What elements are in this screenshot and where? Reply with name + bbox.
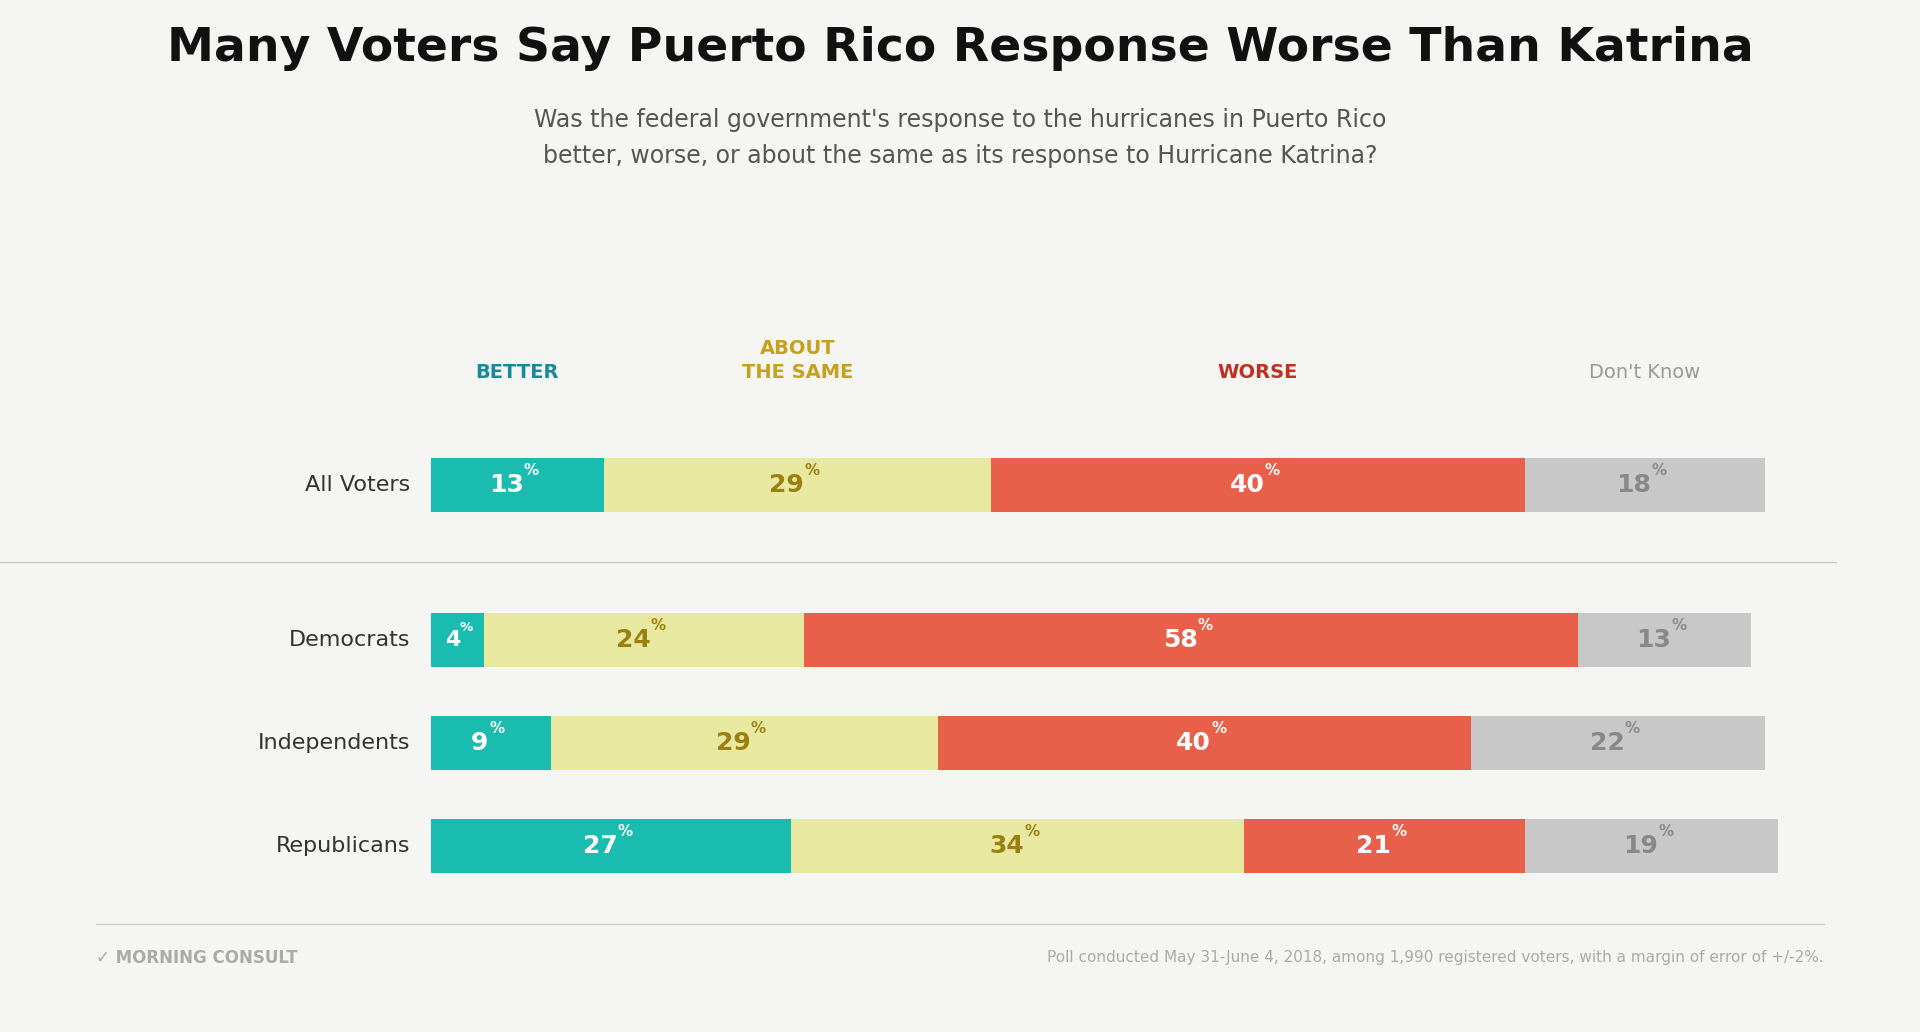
Text: %: % bbox=[804, 463, 820, 478]
Text: %: % bbox=[1023, 825, 1039, 839]
Text: Democrats: Democrats bbox=[290, 630, 411, 650]
Text: 40: 40 bbox=[1229, 473, 1265, 497]
Text: Poll conducted May 31-June 4, 2018, among 1,990 registered voters, with a margin: Poll conducted May 31-June 4, 2018, amon… bbox=[1046, 950, 1824, 965]
Bar bbox=[430, 716, 551, 770]
Bar bbox=[1578, 613, 1751, 667]
Text: 18: 18 bbox=[1617, 473, 1651, 497]
Text: %: % bbox=[490, 721, 505, 736]
Text: ABOUT
THE SAME: ABOUT THE SAME bbox=[741, 340, 852, 382]
Text: %: % bbox=[751, 721, 766, 736]
Text: %: % bbox=[1212, 721, 1227, 736]
Bar bbox=[551, 716, 937, 770]
Text: %: % bbox=[1392, 825, 1405, 839]
Text: 27: 27 bbox=[582, 834, 618, 859]
Text: All Voters: All Voters bbox=[305, 475, 411, 495]
Bar bbox=[1524, 458, 1764, 512]
Text: %: % bbox=[1265, 463, 1279, 478]
Bar bbox=[605, 458, 991, 512]
Text: Republicans: Republicans bbox=[276, 836, 411, 857]
Text: %: % bbox=[1672, 618, 1686, 633]
Text: 29: 29 bbox=[716, 731, 751, 755]
Text: 19: 19 bbox=[1622, 834, 1659, 859]
Bar bbox=[430, 613, 484, 667]
Text: 9: 9 bbox=[470, 731, 488, 755]
Text: WORSE: WORSE bbox=[1217, 363, 1298, 382]
Bar bbox=[430, 819, 791, 873]
Text: Independents: Independents bbox=[257, 733, 411, 753]
Text: 40: 40 bbox=[1177, 731, 1212, 755]
Text: Many Voters Say Puerto Rico Response Worse Than Katrina: Many Voters Say Puerto Rico Response Wor… bbox=[167, 26, 1753, 71]
Text: 34: 34 bbox=[989, 834, 1023, 859]
Bar bbox=[991, 458, 1524, 512]
Text: ✓ MORNING CONSULT: ✓ MORNING CONSULT bbox=[96, 948, 298, 967]
Bar bbox=[791, 819, 1244, 873]
Bar bbox=[804, 613, 1578, 667]
Text: %: % bbox=[524, 463, 540, 478]
Text: %: % bbox=[618, 825, 632, 839]
Bar bbox=[1524, 819, 1778, 873]
Bar bbox=[937, 716, 1471, 770]
Text: %: % bbox=[461, 621, 472, 634]
Text: 13: 13 bbox=[1636, 627, 1672, 652]
Bar bbox=[1471, 716, 1764, 770]
Bar bbox=[430, 458, 605, 512]
Bar bbox=[484, 613, 804, 667]
Text: 22: 22 bbox=[1590, 731, 1624, 755]
Text: BETTER: BETTER bbox=[476, 363, 559, 382]
Text: %: % bbox=[1659, 825, 1672, 839]
Text: 13: 13 bbox=[490, 473, 524, 497]
Text: 29: 29 bbox=[770, 473, 804, 497]
Bar bbox=[1244, 819, 1524, 873]
Text: Don't Know: Don't Know bbox=[1590, 363, 1701, 382]
Text: %: % bbox=[1651, 463, 1667, 478]
Text: %: % bbox=[1624, 721, 1640, 736]
Text: Was the federal government's response to the hurricanes in Puerto Rico
better, w: Was the federal government's response to… bbox=[534, 108, 1386, 168]
Text: 24: 24 bbox=[616, 627, 651, 652]
Text: 4: 4 bbox=[445, 630, 461, 650]
Text: %: % bbox=[1198, 618, 1213, 633]
Text: 58: 58 bbox=[1164, 627, 1198, 652]
Text: %: % bbox=[651, 618, 666, 633]
Text: 21: 21 bbox=[1356, 834, 1392, 859]
